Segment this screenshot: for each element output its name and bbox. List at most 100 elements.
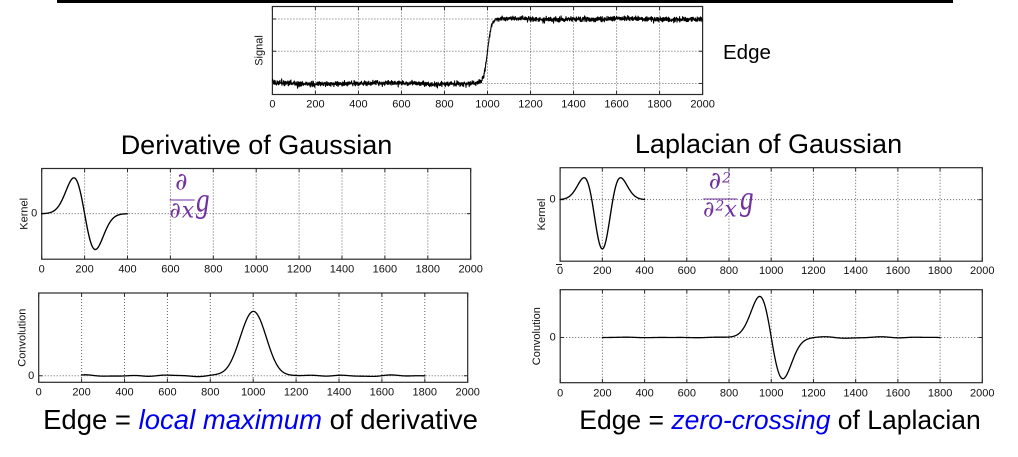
g-symbol: g (739, 179, 754, 218)
fraction-denominator: ∂x (169, 198, 195, 224)
x-tick-label: 2000 (458, 263, 482, 275)
denominator-sup: 2 (715, 198, 725, 214)
x-tick-label: 400 (635, 265, 653, 277)
fraction: ∂2 ∂2x (703, 168, 737, 221)
x-tick-label: 1600 (604, 98, 628, 110)
y-axis-label: Kernel (19, 198, 31, 230)
x-tick-label: 800 (201, 387, 219, 399)
x-tick-label: 400 (115, 387, 133, 399)
x-tick-label: 1400 (327, 387, 351, 399)
x-tick-label: 1800 (928, 265, 952, 277)
x-tick-label: 0 (269, 98, 275, 110)
caption-prefix: Edge = (579, 404, 672, 435)
edge-annotation: Edge (723, 41, 771, 64)
x-tick-label: 400 (635, 388, 653, 400)
right-column-title: Laplacian of Gaussian (634, 129, 903, 159)
fraction-denominator: ∂2x (703, 198, 737, 221)
caption-suffix: of Laplacian (830, 404, 981, 435)
partial-symbol: ∂ (703, 197, 715, 222)
y-axis-label: Signal (253, 35, 265, 66)
x-tick-label: 1800 (413, 387, 437, 399)
caption-suffix: of derivative (322, 403, 478, 435)
x-tick-label: 2000 (970, 265, 994, 277)
x-tick-label: 400 (118, 263, 136, 275)
partial-symbol: ∂ (169, 198, 181, 224)
series-dgauss (41, 177, 129, 251)
series-gauss (80, 310, 426, 378)
x-tick-label: 2000 (970, 388, 994, 400)
x-tick-label: 200 (593, 388, 611, 400)
series-step (271, 14, 704, 89)
x-tick-label: 1600 (373, 263, 397, 275)
x-tick-label: 1000 (475, 98, 499, 110)
top-rule (56, 0, 953, 3)
numerator-sup: 2 (722, 170, 732, 186)
x-tick-label: 800 (204, 263, 222, 275)
x-tick-label: 1800 (647, 98, 671, 110)
x-tick-label: 2000 (455, 387, 479, 399)
y-tick-label: 0 (550, 331, 556, 343)
x-tick-label: 1800 (928, 388, 952, 400)
x-tick-label: 1000 (759, 265, 783, 277)
left-column-title: Derivative of Gaussian (120, 130, 393, 160)
x-tick-label: 0 (557, 388, 563, 400)
plot-signal: 0 200 400 600 800 1000 1200 1400 1600 1800 2000 Sig… (253, 5, 715, 110)
y-tick-label: 0 (28, 370, 34, 382)
x-tick-label: 400 (349, 98, 367, 110)
fraction-numerator: ∂2 (708, 168, 732, 198)
x-tick-label: 800 (720, 265, 738, 277)
x-tick-label: 600 (678, 265, 696, 277)
zero-overbar-artifact (555, 263, 562, 265)
x-tick-label: 1000 (241, 387, 265, 399)
x-tick-label: 200 (306, 98, 324, 110)
x-tick-label: 1600 (886, 388, 910, 400)
x-tick-label: 1600 (370, 387, 394, 399)
g-symbol: g (195, 181, 210, 220)
y-axis-label: Convolution (531, 307, 543, 365)
x-tick-label: 0 (36, 387, 42, 399)
x-tick-label: 1200 (801, 388, 825, 400)
plot-dog-convolution: 0 200 400 600 800 1000 1200 1400 1600 1800 2000 0 Co… (17, 292, 480, 399)
x-tick-label: 600 (161, 263, 179, 275)
left-caption: Edge = local maximum of derivative (30, 403, 491, 435)
y-tick-label: 0 (31, 208, 37, 220)
x-tick-label: 2000 (690, 98, 714, 110)
x-tick-label: 1400 (843, 388, 867, 400)
series-dgauss (601, 295, 941, 380)
y-axis-label: Convolution (17, 309, 29, 367)
x-tick-label: 600 (158, 387, 176, 399)
caption-emphasis: local maximum (138, 403, 323, 435)
plot-dog-kernel: 0 200 400 600 800 1000 1200 1400 1600 1800 20000Ke… (19, 167, 483, 275)
y-tick-label: 0 (549, 194, 555, 206)
plot-log-convolution: 0 200 400 600 800 1000 1200 1400 1600 1800 2000 0 Co… (531, 289, 995, 400)
fraction: ∂ ∂x (169, 170, 195, 224)
x-tick-label: 200 (75, 263, 93, 275)
x-symbol: x (181, 198, 195, 224)
plot-log-kernel: 0 200 400 600 800 1000 1200 1400 1600 1800 20000Ke… (536, 167, 995, 277)
caption-emphasis: zero-crossing (671, 404, 831, 435)
x-tick-label: 1400 (843, 265, 867, 277)
x-tick-label: 1400 (561, 98, 585, 110)
x-symbol: x (724, 197, 737, 222)
x-tick-label: 1600 (886, 265, 910, 277)
partial-symbol: ∂ (175, 167, 188, 196)
x-tick-label: 1000 (759, 388, 783, 400)
plot-frame (559, 167, 983, 262)
x-tick-label: 1000 (244, 263, 268, 275)
x-tick-label: 800 (720, 388, 738, 400)
x-tick-label: 800 (435, 98, 453, 110)
x-tick-label: 0 (39, 263, 45, 275)
series-mexican (559, 177, 646, 250)
x-tick-label: 200 (72, 387, 90, 399)
partial-symbol: ∂ (708, 166, 722, 194)
x-tick-label: 1200 (518, 98, 542, 110)
x-tick-label: 600 (678, 388, 696, 400)
caption-prefix: Edge = (43, 403, 139, 435)
x-tick-label: 1200 (801, 265, 825, 277)
right-caption: Edge = zero-crossing of Laplacian (550, 404, 1010, 435)
x-tick-label: 1200 (287, 263, 311, 275)
fraction-numerator: ∂ (174, 170, 189, 200)
x-tick-label: 1400 (330, 263, 354, 275)
